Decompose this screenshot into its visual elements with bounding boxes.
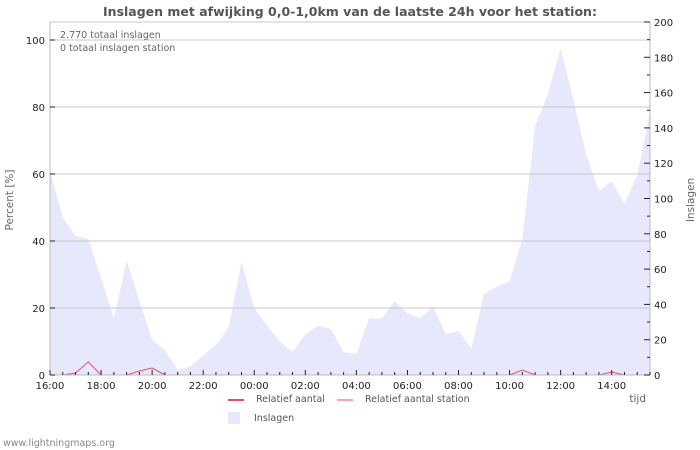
svg-text:40: 40 bbox=[32, 237, 45, 248]
legend-item-relatief-aantal: Relatief aantal bbox=[228, 394, 325, 405]
annotation-station: 0 totaal inslagen station bbox=[60, 43, 175, 54]
chart-title: Inslagen met afwijking 0,0-1,0km van de … bbox=[103, 4, 597, 19]
svg-text:04:00: 04:00 bbox=[342, 381, 371, 392]
svg-text:140: 140 bbox=[654, 124, 673, 135]
legend-swatch-line bbox=[337, 398, 353, 401]
svg-text:22:00: 22:00 bbox=[189, 381, 218, 392]
legend-swatch-line bbox=[228, 398, 244, 401]
svg-text:20: 20 bbox=[32, 304, 45, 315]
svg-text:18:00: 18:00 bbox=[87, 381, 116, 392]
svg-text:20: 20 bbox=[654, 336, 667, 347]
svg-text:200: 200 bbox=[654, 18, 673, 29]
svg-text:80: 80 bbox=[654, 230, 667, 241]
svg-text:0: 0 bbox=[654, 371, 660, 382]
svg-text:100: 100 bbox=[26, 36, 45, 47]
svg-text:40: 40 bbox=[654, 300, 667, 311]
svg-text:06:00: 06:00 bbox=[393, 381, 422, 392]
svg-text:0: 0 bbox=[39, 371, 45, 382]
svg-text:12:00: 12:00 bbox=[546, 381, 575, 392]
svg-text:02:00: 02:00 bbox=[291, 381, 320, 392]
svg-text:20:00: 20:00 bbox=[138, 381, 167, 392]
legend-label: Inslagen bbox=[254, 412, 295, 424]
inslagen-area bbox=[50, 48, 650, 375]
svg-text:14:00: 14:00 bbox=[597, 381, 626, 392]
svg-text:00:00: 00:00 bbox=[240, 381, 269, 392]
gridlines bbox=[50, 21, 650, 309]
legend-label: Relatief aantal station bbox=[365, 394, 470, 405]
svg-text:100: 100 bbox=[654, 195, 673, 206]
svg-text:120: 120 bbox=[654, 159, 673, 170]
annotation-total: 2.770 totaal inslagen bbox=[60, 30, 161, 41]
legend-label: Relatief aantal bbox=[256, 394, 325, 405]
y-axis-right-title: Inslagen bbox=[685, 178, 697, 222]
y-axis-left-title: Percent [%] bbox=[4, 169, 16, 230]
x-axis-title: tijd bbox=[629, 393, 646, 405]
svg-text:80: 80 bbox=[32, 103, 45, 114]
legend-swatch-box bbox=[228, 412, 240, 424]
svg-text:10:00: 10:00 bbox=[495, 381, 524, 392]
svg-text:60: 60 bbox=[32, 170, 45, 181]
legend-item-inslagen: Inslagen bbox=[226, 412, 294, 424]
svg-text:60: 60 bbox=[654, 265, 667, 276]
svg-text:16:00: 16:00 bbox=[36, 381, 65, 392]
legend-item-relatief-aantal-station: Relatief aantal station bbox=[337, 394, 470, 405]
svg-text:160: 160 bbox=[654, 89, 673, 100]
axes: 0 20 40 60 80 100 0 20 40 60 80 100 120 140 160 180 200 1… bbox=[26, 18, 673, 392]
svg-text:180: 180 bbox=[654, 53, 673, 64]
svg-text:08:00: 08:00 bbox=[444, 381, 473, 392]
footer-credit[interactable]: www.lightningmaps.org bbox=[3, 438, 115, 449]
